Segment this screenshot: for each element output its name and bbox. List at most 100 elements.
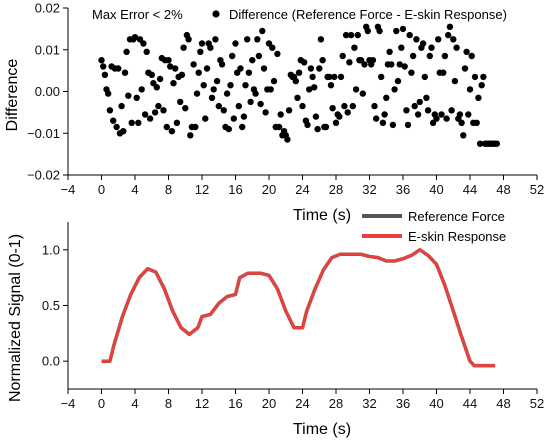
difference-point <box>435 36 442 43</box>
difference-point <box>110 117 117 124</box>
difference-point <box>220 107 227 114</box>
difference-point <box>208 94 216 102</box>
top-x-tick-label: 16 <box>228 182 242 197</box>
bottom-axes: −4 0 4 8 12 16 20 24 28 32 36 40 44 48 520.00.51.0 <box>42 222 544 411</box>
difference-point <box>285 107 293 114</box>
legend-marker-difference <box>212 10 220 18</box>
difference-point <box>245 69 253 76</box>
bottom-x-tick-label: 32 <box>362 396 376 411</box>
top-y-axis-label: Difference <box>4 59 21 132</box>
difference-point <box>389 121 397 129</box>
difference-point <box>230 115 237 122</box>
difference-point <box>369 57 377 64</box>
difference-point <box>182 105 189 112</box>
difference-point <box>326 73 333 81</box>
difference-point <box>153 84 160 91</box>
difference-point <box>257 100 264 108</box>
difference-point <box>398 44 405 51</box>
difference-point <box>312 113 320 120</box>
top-x-tick-label: 20 <box>262 182 276 197</box>
difference-point <box>165 57 172 64</box>
difference-point <box>440 69 447 76</box>
difference-point <box>138 86 145 93</box>
difference-point <box>413 36 420 43</box>
difference-point <box>445 31 452 39</box>
difference-point <box>203 65 211 72</box>
difference-point <box>190 61 197 68</box>
difference-point <box>197 48 204 55</box>
difference-point <box>438 111 445 118</box>
difference-point <box>244 36 251 43</box>
difference-point <box>213 77 221 85</box>
difference-point <box>371 102 378 110</box>
legend-label-difference: Difference (Reference Force - E-skin Res… <box>229 7 507 22</box>
difference-point <box>311 84 318 91</box>
difference-point <box>177 98 184 106</box>
difference-point <box>173 119 181 127</box>
difference-point <box>240 113 248 120</box>
difference-point <box>223 90 231 97</box>
difference-point <box>446 23 454 30</box>
top-x-tick-label: 12 <box>195 182 209 197</box>
difference-point <box>386 48 393 55</box>
bottom-x-tick-label: 20 <box>262 396 276 411</box>
difference-point <box>331 73 338 81</box>
legend-label-eskin-response: E-skin Response <box>408 229 506 244</box>
difference-point <box>426 52 433 60</box>
difference-point <box>232 40 239 47</box>
top-x-tick-label: 32 <box>362 182 376 197</box>
difference-point <box>476 140 484 147</box>
top-y-tick-label: −0.02 <box>27 168 60 183</box>
difference-point <box>192 123 199 131</box>
difference-point <box>151 109 159 116</box>
difference-point <box>419 40 427 47</box>
difference-point <box>292 77 299 85</box>
difference-points <box>98 23 500 147</box>
bottom-x-axis-label: Time (s) <box>293 421 351 438</box>
difference-point <box>295 69 303 76</box>
bottom-y-tick-label: 0.0 <box>42 354 60 369</box>
difference-point <box>101 71 109 79</box>
bottom-y-axis-label: Normalized Signal (0-1) <box>7 234 24 402</box>
difference-point <box>351 44 358 51</box>
difference-point <box>229 52 236 60</box>
difference-point <box>394 77 402 85</box>
top-y-tick-label: 0.00 <box>35 84 60 99</box>
difference-point <box>200 82 207 89</box>
difference-point <box>443 115 450 122</box>
difference-point <box>146 115 154 122</box>
top-x-tick-label: 8 <box>165 182 172 197</box>
difference-point <box>391 86 398 93</box>
difference-point <box>451 77 459 85</box>
difference-point <box>193 90 201 97</box>
difference-point <box>421 73 428 81</box>
difference-point <box>478 82 485 89</box>
difference-point <box>471 73 479 81</box>
difference-point <box>135 119 142 127</box>
bottom-x-tick-label: 28 <box>329 396 343 411</box>
difference-point <box>277 111 284 118</box>
difference-point <box>304 121 311 129</box>
difference-point <box>475 94 482 102</box>
top-x-tick-label: 28 <box>329 182 343 197</box>
difference-point <box>98 57 105 64</box>
difference-point <box>262 109 269 116</box>
difference-point <box>316 65 323 72</box>
difference-point <box>275 123 283 131</box>
difference-point <box>212 36 219 43</box>
difference-point <box>461 65 469 72</box>
difference-point <box>307 65 315 72</box>
difference-point <box>125 92 132 99</box>
difference-point <box>441 52 449 60</box>
difference-point <box>388 61 395 68</box>
bottom-x-tick-label: 40 <box>429 396 443 411</box>
signal-lines <box>101 248 496 368</box>
difference-point <box>180 44 187 51</box>
difference-point <box>456 111 464 118</box>
difference-point <box>339 52 346 60</box>
difference-point <box>301 59 308 66</box>
difference-point <box>259 27 266 35</box>
bottom-x-tick-label: 36 <box>396 396 410 411</box>
difference-point <box>322 123 330 131</box>
